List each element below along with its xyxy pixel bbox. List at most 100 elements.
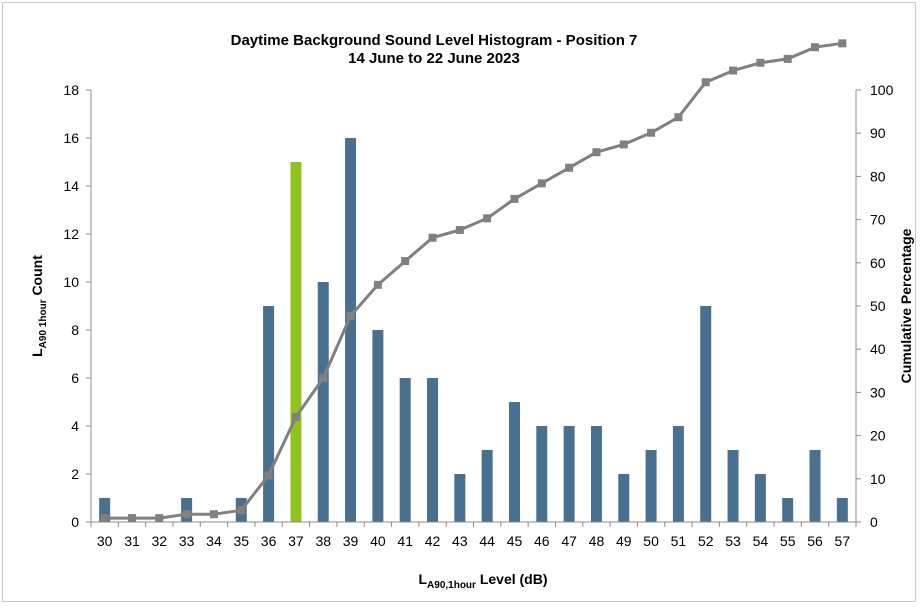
bar-38 [317,282,329,522]
bar-36 [263,306,275,522]
bar-43 [454,474,466,522]
x-tick-label: 31 [124,533,140,549]
x-tick-label: 37 [288,533,304,549]
x-tick-label: 43 [452,533,468,549]
cumulative-marker-43 [455,225,464,234]
cumulative-line-series [100,39,847,523]
cumulative-marker-39 [346,311,355,320]
cumulative-marker-53 [729,66,738,75]
cumulative-marker-46 [537,179,546,188]
x-tick-label: 35 [233,533,249,549]
x-tick-label: 33 [179,533,195,549]
cumulative-marker-35 [237,506,246,515]
x-tick-label: 40 [370,533,386,549]
x-tick-label: 52 [698,533,714,549]
x-tick-label: 45 [507,533,523,549]
bar-53 [727,450,739,522]
y2-tick-label: 30 [870,384,886,400]
cumulative-marker-31 [127,514,136,523]
bar-39 [345,138,357,522]
cumulative-marker-42 [428,233,437,242]
x-tick-label: 32 [152,533,168,549]
bar-40 [372,330,384,522]
cumulative-marker-34 [209,510,218,519]
y-tick-label: 14 [63,178,79,194]
bar-37 [290,162,302,522]
cumulative-marker-44 [483,214,492,223]
cumulative-marker-30 [100,514,109,523]
y-tick-label: 2 [71,466,79,482]
y2-tick-label: 10 [870,471,886,487]
bar-50 [645,450,657,522]
cumulative-marker-47 [565,163,574,172]
bar-30 [99,498,111,522]
cumulative-marker-51 [674,113,683,122]
bar-44 [481,450,493,522]
cumulative-marker-36 [264,471,273,480]
x-tick-label: 55 [780,533,796,549]
cumulative-marker-56 [811,43,820,52]
y2-tick-label: 0 [870,514,878,530]
y-tick-label: 10 [63,274,79,290]
bar-56 [809,450,821,522]
y-tick-label: 4 [71,418,79,434]
x-tick-label: 41 [397,533,413,549]
bar-33 [181,498,193,522]
bar-series [99,138,848,522]
x-tick-label: 38 [315,533,331,549]
x-tick-label: 46 [534,533,550,549]
x-tick-label: 47 [561,533,577,549]
x-tick-label: 53 [725,533,741,549]
axes [86,89,861,527]
x-tick-label: 30 [97,533,113,549]
cumulative-marker-40 [373,280,382,289]
bar-51 [672,426,684,522]
bar-42 [427,378,439,522]
bar-48 [590,426,602,522]
x-tick-label: 51 [671,533,687,549]
x-tick-label: 56 [807,533,823,549]
y-tick-label: 16 [63,130,79,146]
y2-tick-label: 100 [870,82,894,98]
chart-title: Daytime Background Sound Level Histogram… [231,32,638,49]
y-tick-label: 6 [71,370,79,386]
x-tick-label: 49 [616,533,632,549]
bar-55 [782,498,794,522]
cumulative-marker-45 [510,194,519,203]
cumulative-marker-38 [319,374,328,383]
x-tick-label: 54 [753,533,769,549]
x-axis-label: LA90,1hour Level (dB) [418,571,547,591]
cumulative-marker-55 [783,54,792,63]
y2-axis-label: Cumulative Percentage [898,228,914,383]
y-tick-label: 8 [71,322,79,338]
bar-52 [700,306,712,522]
x-tick-label: 36 [261,533,277,549]
bar-49 [618,474,630,522]
x-tick-label: 42 [425,533,441,549]
cumulative-line [104,41,843,520]
bar-57 [836,498,848,522]
x-tick-label: 34 [206,533,222,549]
y2-tick-label: 60 [870,255,886,271]
y-axis-label: LA90 1hour Count [29,255,49,357]
cumulative-marker-49 [619,140,628,149]
cumulative-marker-50 [647,128,656,137]
y-tick-label: 12 [63,226,79,242]
cumulative-marker-52 [701,78,710,87]
cumulative-marker-54 [756,58,765,67]
y2-tick-label: 70 [870,212,886,228]
bar-54 [754,474,766,522]
cumulative-marker-37 [291,413,300,422]
bar-41 [399,378,411,522]
y2-tick-label: 80 [870,168,886,184]
y2-tick-label: 90 [870,125,886,141]
y2-tick-label: 50 [870,298,886,314]
y2-tick-label: 20 [870,428,886,444]
chart-subtitle: 14 June to 22 June 2023 [348,50,520,67]
y-tick-label: 18 [63,82,79,98]
x-tick-label: 44 [479,533,495,549]
x-tick-label: 48 [589,533,605,549]
x-tick-label: 57 [835,533,851,549]
y2-tick-label: 40 [870,341,886,357]
